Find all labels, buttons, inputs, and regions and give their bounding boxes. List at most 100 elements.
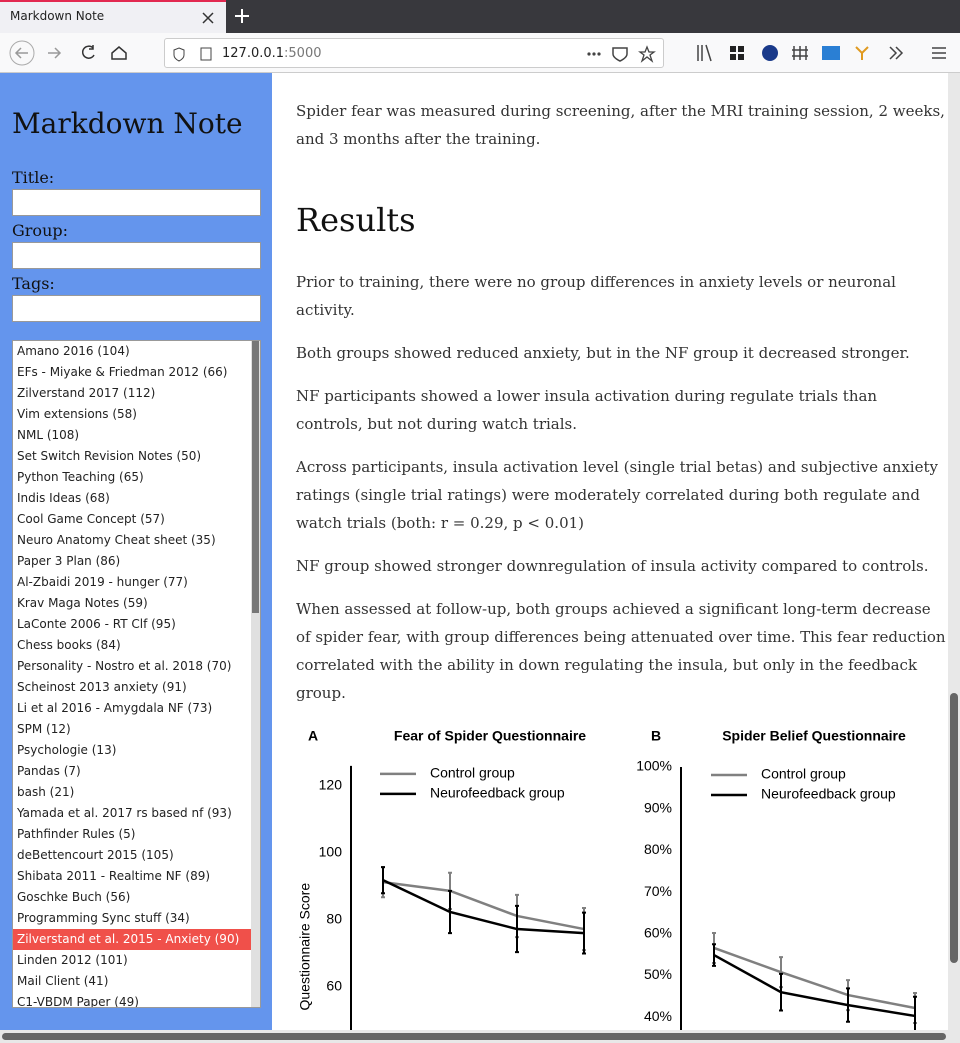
note-item[interactable]: Krav Maga Notes (59) — [17, 596, 148, 610]
note-item[interactable]: C1-VBDM Paper (49) — [17, 995, 139, 1008]
tab[interactable]: Markdown Note — [0, 0, 226, 33]
tab-bar: Markdown Note — [0, 0, 960, 33]
field-label: Tags: — [12, 274, 55, 293]
y-tick-label: 100% — [636, 758, 672, 774]
note-item[interactable]: Zilverstand 2017 (112) — [17, 386, 156, 400]
url-host: 127.0.0.1 — [222, 46, 285, 61]
data-line — [713, 946, 916, 1010]
note-item[interactable]: Li et al 2016 - Amygdala NF (73) — [17, 701, 213, 715]
field-label: Group: — [12, 221, 68, 240]
note-item[interactable]: Pathfinder Rules (5) — [17, 827, 136, 841]
y-tick-label: 70% — [644, 883, 672, 899]
note-item[interactable]: Programming Sync stuff (34) — [17, 911, 190, 925]
url-text: 127.0.0.1:5000 — [222, 46, 322, 61]
note-content: Spider fear was measured during screenin… — [272, 73, 948, 1030]
panel-label: B — [651, 728, 661, 744]
note-item[interactable]: Personality - Nostro et al. 2018 (70) — [17, 659, 232, 673]
note-item[interactable]: Scheinost 2013 anxiety (91) — [17, 680, 187, 694]
legend-label: Neurofeedback group — [761, 786, 896, 802]
figure: A Fear of Spider Questionnaire Questionnai… — [296, 722, 946, 1030]
y-tick-label: 50% — [644, 966, 672, 982]
chart-title: Spider Belief Questionnaire — [722, 728, 906, 744]
note-item[interactable]: Indis Ideas (68) — [17, 491, 110, 505]
y-tick-label: 40% — [644, 1008, 672, 1024]
legend-label: Neurofeedback group — [430, 785, 565, 801]
note-item[interactable]: Mail Client (41) — [17, 974, 109, 988]
note-item[interactable]: LaConte 2006 - RT Clf (95) — [17, 617, 176, 631]
note-item[interactable]: Psychologie (13) — [17, 743, 117, 757]
tab-close[interactable] — [202, 12, 214, 24]
toolbar-icons[interactable] — [696, 43, 952, 63]
chart: A Fear of Spider Questionnaire Questionnai… — [297, 728, 586, 1030]
data-line — [382, 879, 585, 935]
url-icons — [173, 47, 212, 62]
paragraphs: Prior to training, there were no group d… — [296, 268, 948, 707]
note-list: Amano 2016 (104) EFs - Miyake & Friedman … — [12, 340, 261, 1008]
note-item[interactable]: Set Switch Revision Notes (50) — [17, 449, 202, 463]
note-item[interactable]: bash (21) — [17, 785, 75, 799]
note-item[interactable]: SPM (12) — [17, 722, 71, 736]
paragraph: Both groups showed reduced anxiety, but … — [296, 344, 910, 362]
scroll-thumb[interactable] — [252, 341, 259, 613]
paragraph: NF group showed stronger downregulation … — [296, 557, 929, 575]
note-item[interactable]: Vim extensions (58) — [17, 407, 137, 421]
group-input[interactable] — [12, 242, 261, 269]
scrollbar[interactable] — [0, 1030, 960, 1043]
paragraph: Prior to training, there were no group d… — [296, 273, 896, 319]
paragraph: NF participants showed a lower insula ac… — [296, 387, 878, 433]
paragraph: When assessed at follow-up, both groups … — [296, 600, 946, 702]
sidebar: Markdown Note Title: Group: Tags: Amano … — [0, 73, 272, 1030]
note-item[interactable]: EFs - Miyake & Friedman 2012 (66) — [17, 365, 228, 379]
legend-label: Control group — [761, 766, 846, 782]
scroll-thumb[interactable] — [2, 1033, 946, 1040]
field-label: Title: — [12, 168, 55, 187]
paragraph: Across participants, insula activation l… — [296, 458, 938, 532]
note-item[interactable]: Shibata 2011 - Realtime NF (89) — [17, 869, 211, 883]
note-item[interactable]: Amano 2016 (104) — [17, 344, 130, 358]
app-title: Markdown Note — [12, 107, 243, 140]
note-item[interactable]: Yamada et al. 2017 rs based nf (93) — [17, 806, 232, 820]
url-actions[interactable] — [585, 45, 661, 63]
url-bar[interactable]: 127.0.0.1:5000 — [164, 38, 664, 68]
note-item[interactable]: Goschke Buch (56) — [17, 890, 131, 904]
scrollbar[interactable] — [948, 73, 960, 1030]
y-tick-label: 90% — [644, 799, 672, 815]
y-tick-label: 80 — [326, 911, 342, 927]
note-item[interactable]: Paper 3 Plan (86) — [17, 554, 121, 568]
nav-buttons[interactable] — [8, 39, 148, 67]
nav-bar: 127.0.0.1:5000 — [0, 33, 960, 73]
y-tick-label: 80% — [644, 841, 672, 857]
note-item[interactable]: Zilverstand et al. 2015 - Anxiety (90) — [13, 929, 251, 950]
content-body: Spider fear was measured during screenin… — [272, 73, 948, 1030]
tab-title: Markdown Note — [10, 9, 105, 23]
note-item[interactable]: Pandas (7) — [17, 764, 81, 778]
y-tick-label: 60% — [644, 925, 672, 941]
tags-input[interactable] — [12, 295, 261, 322]
y-tick-label: 100 — [319, 844, 343, 860]
scrollbar[interactable] — [251, 341, 260, 1007]
scroll-thumb[interactable] — [950, 693, 958, 963]
paragraph: Spider fear was measured during screenin… — [296, 102, 945, 148]
data-line — [713, 953, 916, 1018]
error-bar — [913, 995, 917, 1030]
note-item[interactable]: Neuro Anatomy Cheat sheet (35) — [17, 533, 216, 547]
y-tick-label: 120 — [319, 777, 343, 793]
y-axis-label: Questionnaire Score — [297, 883, 313, 1011]
note-item[interactable]: Python Teaching (65) — [17, 470, 144, 484]
heading: Results — [296, 201, 416, 239]
note-item[interactable]: NML (108) — [17, 428, 80, 442]
note-item[interactable]: deBettencourt 2015 (105) — [17, 848, 174, 862]
data-line — [382, 880, 585, 931]
note-item[interactable]: Al-Zbaidi 2019 - hunger (77) — [17, 575, 188, 589]
url-port: :5000 — [284, 46, 322, 61]
note-item[interactable]: Chess books (84) — [17, 638, 121, 652]
y-tick-label: 60 — [326, 978, 342, 994]
new-tab[interactable] — [234, 8, 250, 24]
note-item[interactable]: Cool Game Concept (57) — [17, 512, 165, 526]
panel-label: A — [308, 728, 318, 744]
title-input[interactable] — [12, 189, 261, 216]
note-item[interactable]: Linden 2012 (101) — [17, 953, 128, 967]
chart-title: Fear of Spider Questionnaire — [394, 728, 586, 744]
